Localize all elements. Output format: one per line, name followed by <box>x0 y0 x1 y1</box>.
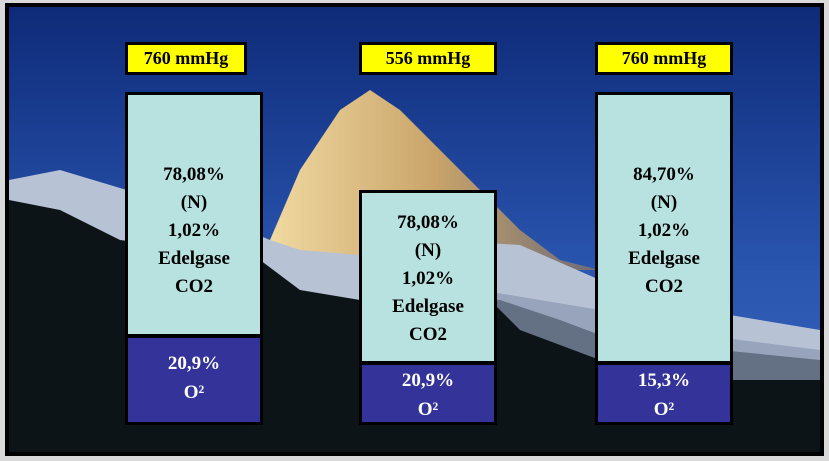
oxygen-box: 20,9% O² <box>125 335 263 425</box>
oxygen-text: 20,9% <box>167 353 221 374</box>
gas-box: 78,08% (N) 1,02% Edelgase CO2 <box>125 92 263 337</box>
gas-box: 84,70% (N) 1,02% Edelgase CO2 <box>595 92 733 364</box>
gas-text: CO2 <box>175 276 213 297</box>
oxygen-text: O² <box>417 399 439 420</box>
gas-text: CO2 <box>645 276 683 297</box>
gas-text: (N) <box>414 240 442 261</box>
gas-text: (N) <box>180 192 208 213</box>
gas-text: CO2 <box>409 324 447 345</box>
gas-box: 78,08% (N) 1,02% Edelgase CO2 <box>359 190 497 364</box>
oxygen-text: 20,9% <box>401 370 455 391</box>
gas-text: 1,02% <box>637 220 691 241</box>
gas-text: 1,02% <box>167 220 221 241</box>
gas-text: 84,70% <box>633 164 695 185</box>
gas-text: Edelgase <box>158 248 230 269</box>
oxygen-text: O² <box>653 399 675 420</box>
gas-text: (N) <box>650 192 678 213</box>
gas-text: 78,08% <box>163 164 225 185</box>
oxygen-box: 20,9% O² <box>359 362 497 425</box>
oxygen-box: 15,3% O² <box>595 362 733 425</box>
gas-text: 78,08% <box>397 212 459 233</box>
pressure-label: 760 mmHg <box>125 42 247 75</box>
gas-text: 1,02% <box>401 268 455 289</box>
gas-text: Edelgase <box>628 248 700 269</box>
oxygen-text: 15,3% <box>637 370 691 391</box>
pressure-label: 760 mmHg <box>595 42 733 75</box>
pressure-label: 556 mmHg <box>359 42 497 75</box>
oxygen-text: O² <box>183 382 205 403</box>
peak <box>270 90 600 270</box>
gas-text: Edelgase <box>392 296 464 317</box>
